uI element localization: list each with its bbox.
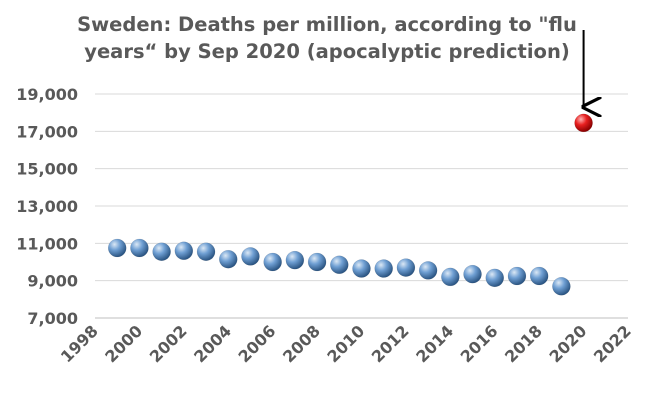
x-tick-label: 2002 xyxy=(146,321,191,366)
y-tick-label: 13,000 xyxy=(16,197,78,216)
data-point xyxy=(130,238,149,258)
data-point xyxy=(396,258,416,277)
data-point xyxy=(552,277,571,296)
x-tick-label: 2010 xyxy=(323,321,368,366)
x-tick-label: 2006 xyxy=(235,321,280,366)
data-point xyxy=(196,242,216,261)
x-tick-label: 2004 xyxy=(190,321,235,366)
y-tick-label: 11,000 xyxy=(16,234,78,253)
y-tick-label: 9,000 xyxy=(27,272,78,291)
highlight-point xyxy=(574,113,593,133)
x-tick-label: 2016 xyxy=(457,321,502,366)
data-point xyxy=(418,261,438,280)
data-point xyxy=(307,252,327,272)
data-point xyxy=(463,264,482,284)
gridlines xyxy=(95,93,628,319)
data-point xyxy=(263,252,282,272)
x-tick-label: 2012 xyxy=(368,321,413,366)
data-point xyxy=(285,250,305,270)
data-point xyxy=(441,267,460,287)
data-point xyxy=(330,255,349,275)
data-point xyxy=(152,242,171,261)
x-tick-label: 2000 xyxy=(101,321,146,366)
y-axis-ticks: 7,000 9,000 11,000 13,000 15,000 17,000 19,000 xyxy=(16,85,78,328)
data-point xyxy=(107,238,127,258)
data-point xyxy=(507,266,527,286)
chart-title-line-1: Sweden: Deaths per million, according to… xyxy=(77,13,577,36)
chart-title-line-2: years“ by Sep 2020 (apocalyptic predicti… xyxy=(84,40,570,63)
x-tick-label: 2022 xyxy=(590,321,635,366)
data-point xyxy=(352,259,371,278)
data-points xyxy=(107,113,593,296)
data-point xyxy=(374,259,393,278)
x-tick-label: 2020 xyxy=(545,321,590,366)
data-point xyxy=(174,241,194,261)
data-point xyxy=(219,249,238,269)
y-tick-label: 15,000 xyxy=(16,160,78,179)
x-tick-label: 2018 xyxy=(501,321,546,366)
data-point xyxy=(241,247,260,266)
y-tick-label: 17,000 xyxy=(16,122,78,141)
x-tick-label: 1998 xyxy=(57,321,102,366)
y-tick-label: 7,000 xyxy=(27,309,78,328)
data-point xyxy=(485,268,504,288)
x-axis-ticks: 1998 2000 2002 2004 2006 2008 2010 2012 2014 2016… xyxy=(57,321,635,366)
x-tick-label: 2014 xyxy=(412,321,457,366)
x-tick-label: 2008 xyxy=(279,321,324,366)
data-point xyxy=(529,266,549,286)
y-tick-label: 19,000 xyxy=(16,85,78,104)
